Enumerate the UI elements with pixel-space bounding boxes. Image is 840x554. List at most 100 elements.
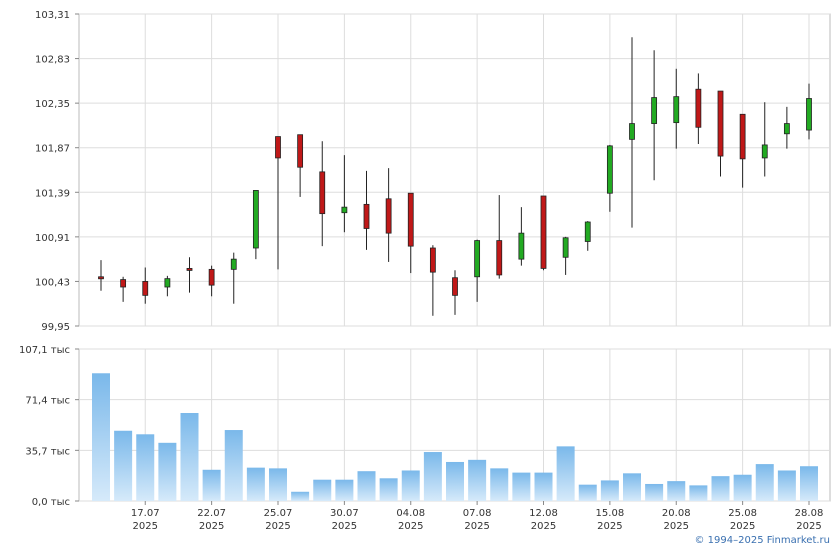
candle-body <box>120 279 127 288</box>
price-tick-label: 102,83 <box>35 55 70 66</box>
volume-bar <box>468 459 487 501</box>
candle <box>429 245 436 316</box>
volume-bar <box>158 442 177 501</box>
price-tick-label: 100,91 <box>35 233 70 244</box>
x-tick-label-year: 2025 <box>664 521 689 532</box>
candle <box>208 265 215 297</box>
candle <box>164 275 171 297</box>
x-tick-label-day: 15.08 <box>596 508 625 519</box>
volume-bars <box>92 373 818 501</box>
volume-bar <box>667 481 686 501</box>
candle-body <box>186 268 193 271</box>
candle <box>562 236 569 275</box>
volume-bar <box>645 483 664 501</box>
candle-body <box>496 240 503 276</box>
candle <box>651 50 658 181</box>
volume-bar <box>202 469 221 501</box>
volume-bar <box>246 467 265 501</box>
volume-bar <box>335 479 354 501</box>
candle-body <box>319 171 326 215</box>
candle <box>363 170 370 250</box>
copyright-text: © 1994–2025 Finmarket.ru <box>694 535 830 546</box>
x-tick-label-day: 28.08 <box>795 508 824 519</box>
volume-bar <box>269 468 287 501</box>
candle-body <box>429 247 436 273</box>
candle-body <box>164 278 171 288</box>
volume-tick-label: 0,0 тыс <box>32 497 70 508</box>
candle <box>606 144 613 212</box>
volume-bar <box>777 470 796 501</box>
x-tick-label-day: 20.08 <box>662 508 691 519</box>
volume-bar <box>357 471 376 501</box>
volume-bar <box>401 470 420 501</box>
candle-body <box>252 190 259 249</box>
volume-bar <box>224 430 243 501</box>
x-tick-label-year: 2025 <box>332 521 357 532</box>
candle <box>783 106 790 149</box>
volume-bar <box>711 476 730 501</box>
candle-body <box>341 206 348 214</box>
candle <box>319 141 326 247</box>
candle <box>496 195 503 279</box>
volume-bar <box>755 464 774 501</box>
candle <box>673 68 680 149</box>
candle-body <box>761 144 768 159</box>
x-tick-label-day: 12.08 <box>529 508 558 519</box>
candle <box>761 102 768 177</box>
volume-tick-label: 71,4 тыс <box>25 396 70 407</box>
volume-bar <box>512 472 531 501</box>
x-tick-label-day: 17.07 <box>131 508 160 519</box>
volume-bar <box>733 474 752 501</box>
candle-body <box>806 98 812 131</box>
volume-bar <box>180 413 199 501</box>
volume-bar <box>556 446 575 501</box>
price-tick-label: 101,87 <box>35 144 70 155</box>
x-tick-label-year: 2025 <box>597 521 622 532</box>
candle <box>474 239 481 302</box>
candle <box>629 37 635 228</box>
candle-body <box>230 258 237 270</box>
candle-body <box>297 134 304 168</box>
candle <box>806 83 812 140</box>
volume-bar <box>578 484 597 501</box>
price-tick-label: 102,35 <box>35 99 70 110</box>
volume-bar <box>490 468 509 501</box>
candle-body <box>363 203 370 229</box>
candle <box>120 276 127 302</box>
volume-tick-label: 35,7 тыс <box>25 446 70 457</box>
candle-body <box>562 237 569 258</box>
candle-body <box>407 192 414 247</box>
x-tick-label-year: 2025 <box>730 521 755 532</box>
x-axis: 17.07 2025 22.07 2025 25.07 2025 30.07 2025 04.0… <box>131 501 823 532</box>
volume-bar <box>114 430 133 501</box>
candle-body <box>651 97 658 124</box>
price-y-axis: 99,95 100,43 100,91 101,39 101,87 102,35 102,8… <box>35 10 79 333</box>
candle-body <box>739 113 746 160</box>
candle-body <box>695 88 702 128</box>
x-tick-label-day: 22.07 <box>197 508 226 519</box>
volume-bar <box>623 473 641 501</box>
candle-body <box>717 90 724 157</box>
candle-body <box>385 198 392 234</box>
candle-body <box>540 195 547 269</box>
candle <box>230 252 237 304</box>
candle-body <box>629 123 635 140</box>
candle-body <box>98 276 104 280</box>
price-tick-label: 99,95 <box>41 322 70 333</box>
candle <box>540 195 547 271</box>
candles <box>98 37 812 316</box>
candle-body <box>584 221 591 242</box>
candle <box>297 134 304 197</box>
x-tick-label-day: 25.08 <box>728 508 757 519</box>
candle <box>452 270 458 315</box>
candle <box>584 221 591 251</box>
volume-bar <box>534 472 553 501</box>
volume-bar <box>379 478 398 501</box>
x-tick-label-year: 2025 <box>199 521 224 532</box>
x-tick-label-day: 07.08 <box>463 508 492 519</box>
candle-body <box>142 281 149 296</box>
candle <box>275 136 281 270</box>
x-tick-label-day: 30.07 <box>330 508 359 519</box>
